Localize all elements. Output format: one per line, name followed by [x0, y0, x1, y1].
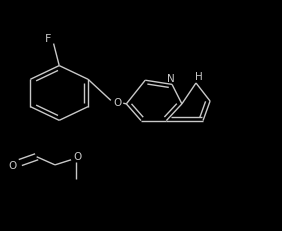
Text: O: O: [73, 151, 82, 161]
Text: O: O: [113, 98, 121, 108]
Text: H: H: [195, 72, 203, 82]
Text: O: O: [8, 160, 17, 170]
Text: N: N: [167, 73, 175, 84]
Text: F: F: [45, 33, 52, 44]
